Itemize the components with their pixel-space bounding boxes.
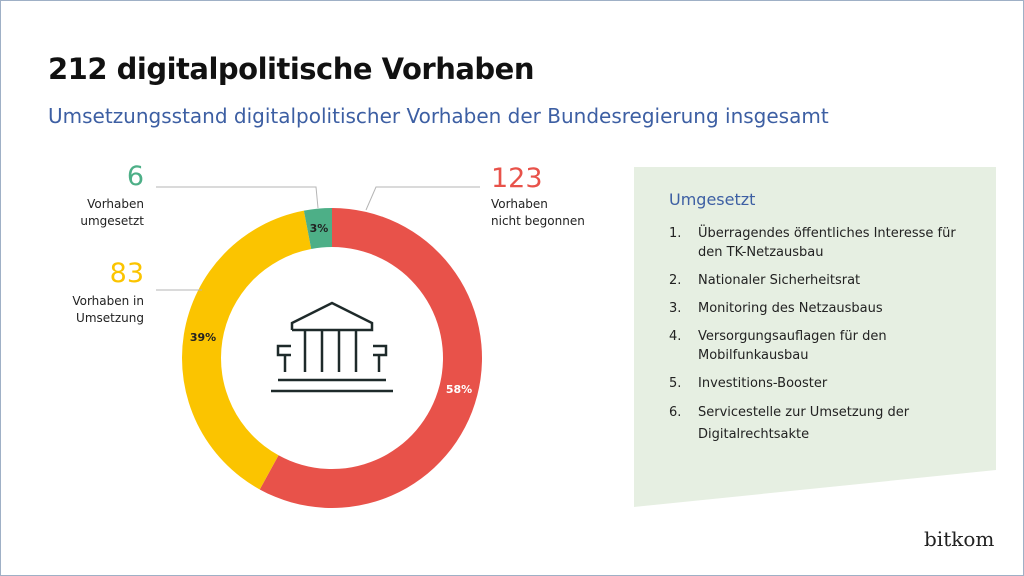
page-subtitle: Umsetzungsstand digitalpolitischer Vorha… [48, 104, 829, 128]
government-building-icon [271, 301, 393, 393]
label-line: umgesetzt [80, 214, 144, 228]
label-line: Vorhaben in [72, 294, 144, 308]
list-item: 2. Nationaler Sicherheitsrat [669, 271, 989, 290]
list-item: 3. Monitoring des Netzausbaus [669, 299, 989, 318]
list-number: 4. [669, 329, 682, 344]
list-number: 1. [669, 226, 682, 241]
list-text: Servicestelle zur Umsetzung der Digitalr… [698, 405, 910, 442]
list-item: 5. Investitions-Booster [669, 374, 989, 393]
slice-not-started [259, 208, 482, 508]
label-in-progress: Vorhaben in Umsetzung [44, 293, 144, 327]
list-number: 3. [669, 301, 682, 316]
count-in-progress: 83 [109, 258, 144, 289]
list-text: Investitions-Booster [698, 376, 828, 391]
count-implemented: 6 [126, 161, 144, 192]
leader-line-green [156, 186, 319, 209]
label-line: Vorhaben [491, 197, 548, 211]
label-line: Vorhaben [87, 197, 144, 211]
page-title: 212 digitalpolitische Vorhaben [48, 52, 535, 86]
list-number: 2. [669, 273, 682, 288]
label-line: Umsetzung [76, 311, 144, 325]
panel-heading: Umgesetzt [669, 190, 756, 209]
pct-label-green: 3% [310, 222, 329, 235]
slice-in-progress [181, 210, 312, 490]
label-line: nicht begonnen [491, 214, 585, 228]
list-item: 6. Servicestelle zur Umsetzung der Digita… [669, 402, 989, 446]
list-item: 4. Versorgungsauflagen für den Mobilfunka… [669, 327, 989, 365]
label-not-started: Vorhaben nicht begonnen [491, 196, 585, 230]
count-not-started: 123 [491, 163, 543, 194]
implemented-list: 1. Überragendes öffentliches Interesse fü… [669, 224, 989, 455]
list-text: Überragendes öffentliches Interesse für … [698, 226, 956, 260]
leader-line-red [365, 186, 480, 211]
list-item: 1. Überragendes öffentliches Interesse fü… [669, 224, 989, 262]
list-text: Nationaler Sicherheitsrat [698, 273, 861, 288]
bitkom-logo: bitkom [924, 527, 995, 551]
list-number: 5. [669, 376, 682, 391]
list-text: Monitoring des Netzausbaus [698, 301, 883, 316]
list-text: Versorgungsauflagen für den Mobilfunkaus… [698, 329, 887, 363]
slice-implemented [303, 208, 332, 249]
pct-label-red: 58% [446, 383, 472, 396]
pct-label-yellow: 39% [190, 331, 216, 344]
list-number: 6. [669, 405, 682, 420]
label-implemented: Vorhaben umgesetzt [44, 196, 144, 230]
